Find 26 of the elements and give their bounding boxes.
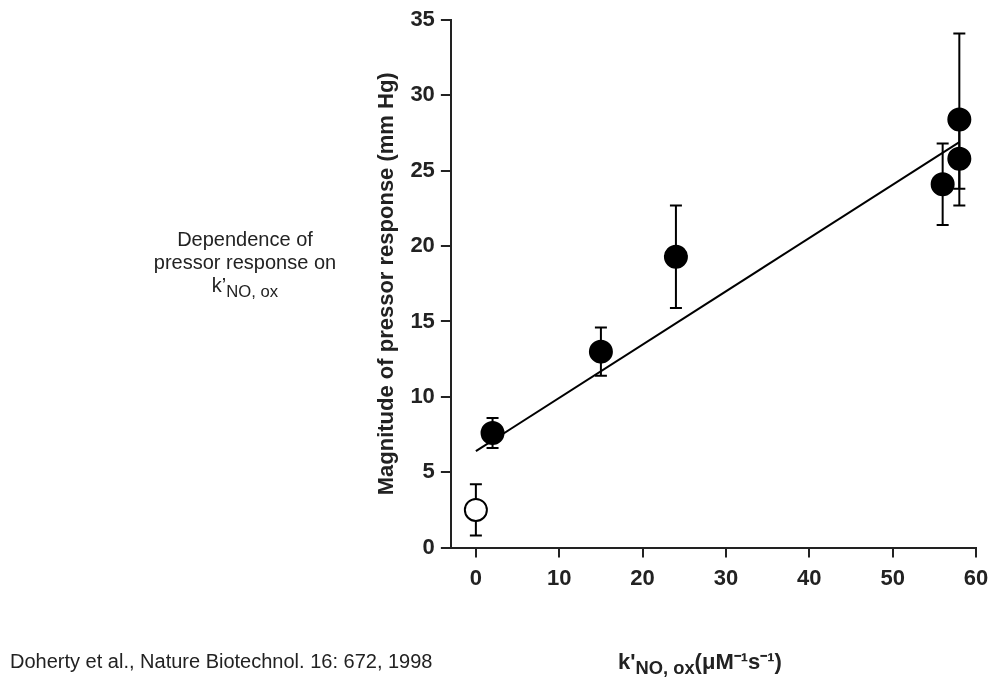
point — [480, 421, 505, 446]
point — [947, 107, 972, 132]
point — [947, 146, 972, 171]
x-tick-label: 0 — [469, 564, 482, 590]
x-axis-title: k'$_{NO, ox}$(μM⁻¹s⁻¹) — [618, 648, 782, 680]
y-tick-label: 10 — [410, 382, 435, 408]
text: Doherty et al., Nature Biotechnol. 16: 672, 1998 — [10, 650, 434, 673]
point — [930, 172, 955, 197]
y-tick-label: 0 — [422, 533, 435, 559]
y-axis-title: Magnitude of pressor response (mm Hg) — [373, 72, 399, 496]
x-tick-label: 40 — [797, 564, 822, 590]
point — [463, 497, 488, 522]
y-tick-label: 35 — [410, 6, 435, 32]
y-tick-label: 30 — [410, 81, 435, 107]
y-tick-label: 5 — [422, 458, 435, 484]
y-tick-label: 15 — [410, 307, 435, 333]
y-tick-label: 25 — [410, 156, 435, 182]
x-tick-label: 60 — [963, 564, 989, 590]
x-tick-label: 50 — [880, 564, 905, 590]
point — [663, 244, 688, 269]
y-tick-label: 20 — [410, 232, 435, 258]
x-tick-label: 20 — [630, 564, 655, 590]
point — [588, 339, 613, 364]
x-tick-label: 10 — [546, 564, 572, 590]
text: Dependence of pressor response on k’$_{NO, ox}$ — [152, 228, 338, 302]
x-tick-label: 30 — [713, 564, 739, 590]
